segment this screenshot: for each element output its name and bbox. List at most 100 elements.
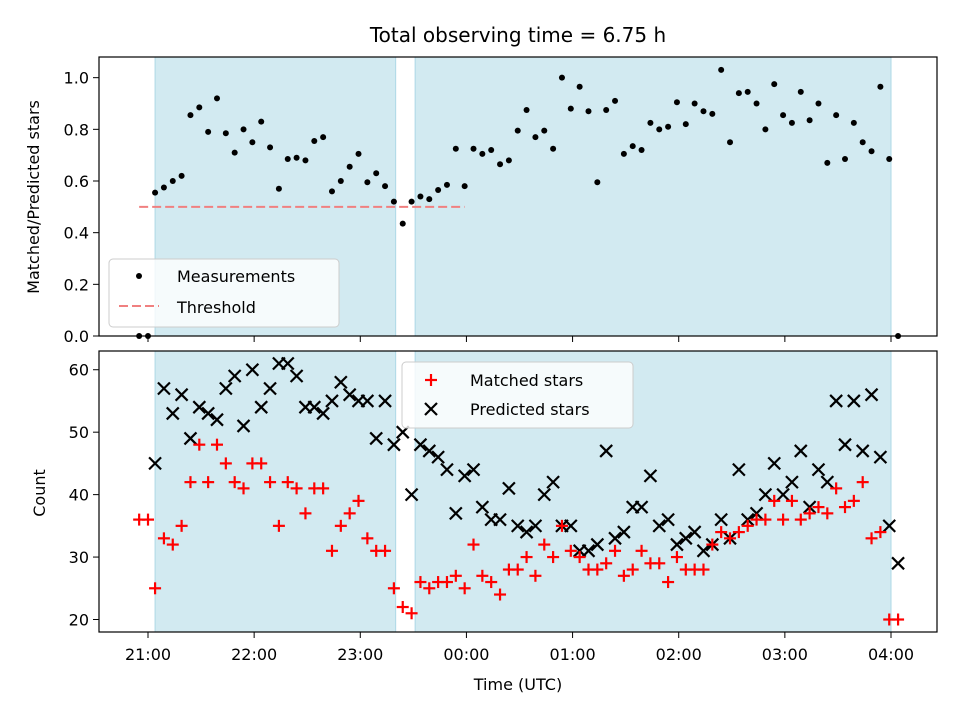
predicted-star-stroke bbox=[307, 400, 322, 414]
measurement-point bbox=[479, 150, 486, 157]
measurement-point bbox=[364, 179, 371, 186]
predicted-star-stroke bbox=[785, 475, 799, 489]
predicted-star-point bbox=[847, 394, 861, 408]
bottom-y-axis-label: Count bbox=[30, 469, 49, 517]
predicted-star-point bbox=[661, 512, 675, 527]
matched-star-point bbox=[237, 482, 250, 495]
matched-star-point bbox=[202, 476, 215, 489]
matched-star-point bbox=[264, 476, 277, 489]
predicted-star-stroke bbox=[201, 406, 215, 421]
measurement-point bbox=[718, 66, 725, 73]
predicted-star-point bbox=[219, 381, 233, 396]
predicted-star-point bbox=[387, 437, 401, 452]
matched-star-point bbox=[352, 494, 365, 507]
matched-star-point bbox=[210, 438, 223, 451]
measurement-point bbox=[550, 145, 557, 152]
predicted-star-point bbox=[165, 406, 180, 421]
matched-star-point bbox=[228, 476, 241, 489]
measurement-point bbox=[647, 119, 654, 126]
measurement-point bbox=[435, 187, 442, 194]
predicted-star-point bbox=[440, 462, 454, 477]
matched-star-points bbox=[133, 438, 905, 626]
measurement-point bbox=[656, 126, 663, 133]
predicted-star-point bbox=[201, 406, 215, 421]
matched-star-point bbox=[281, 476, 294, 489]
measurement-point bbox=[594, 179, 601, 186]
measurement-point bbox=[152, 189, 159, 196]
predicted-star-stroke bbox=[165, 406, 180, 421]
matched-legend-label: Matched stars bbox=[470, 371, 583, 390]
measurement-point bbox=[788, 119, 795, 126]
matched-star-point bbox=[405, 607, 418, 620]
predicted-star-stroke bbox=[174, 387, 189, 402]
top-shaded-intervals bbox=[154, 56, 892, 337]
predicted-star-point bbox=[236, 419, 251, 433]
predicted-star-stroke bbox=[599, 444, 613, 458]
matched-legend-marker bbox=[425, 374, 437, 386]
predicted-star-point bbox=[820, 475, 835, 489]
predicted-star-point bbox=[360, 394, 375, 408]
matched-star-point bbox=[564, 544, 577, 557]
matched-star-point bbox=[317, 482, 330, 495]
matched-star-point bbox=[325, 544, 338, 557]
predicted-star-stroke bbox=[519, 525, 534, 539]
predicted-star-point bbox=[758, 487, 773, 502]
predicted-star-stroke bbox=[608, 531, 622, 546]
matched-star-point bbox=[219, 457, 232, 470]
matched-star-point bbox=[547, 551, 560, 564]
y-tick-label: 30 bbox=[69, 548, 89, 567]
measurement-point bbox=[497, 161, 504, 168]
predicted-star-stroke bbox=[245, 362, 260, 377]
matched-star-point bbox=[255, 457, 268, 470]
predicted-star-stroke bbox=[829, 394, 843, 408]
measurement-point bbox=[638, 147, 645, 153]
measurement-point bbox=[205, 128, 212, 135]
measurement-point bbox=[240, 126, 247, 133]
predicted-star-point bbox=[316, 406, 330, 421]
predicted-star-stroke bbox=[855, 444, 870, 458]
matched-star-point bbox=[440, 576, 453, 589]
predicted-star-stroke bbox=[732, 462, 746, 477]
measurement-point bbox=[311, 137, 318, 144]
matched-star-point bbox=[166, 538, 179, 551]
measurement-point bbox=[505, 157, 512, 164]
matched-star-point bbox=[458, 582, 471, 595]
measurement-point bbox=[753, 100, 760, 107]
predicted-star-point bbox=[174, 387, 189, 402]
predicted-star-point bbox=[696, 544, 711, 558]
matched-star-point bbox=[555, 519, 568, 532]
measurement-point bbox=[673, 99, 680, 106]
top-legend: Measurements Threshold bbox=[108, 258, 340, 328]
matched-star-point bbox=[741, 519, 754, 532]
predicted-star-point bbox=[210, 412, 224, 427]
top-x-ticks bbox=[147, 336, 892, 342]
predicted-star-stroke bbox=[740, 512, 755, 527]
x-tick-label: 03:00 bbox=[762, 645, 808, 664]
measurement-point bbox=[488, 147, 495, 153]
y-tick-label: 0.6 bbox=[64, 172, 89, 191]
predicted-star-point bbox=[413, 437, 428, 452]
measurement-point bbox=[585, 108, 592, 115]
top-y-ticks: 0.0 0.2 0.4 0.6 0.8 1.0 bbox=[64, 69, 99, 346]
measurement-point bbox=[780, 112, 787, 119]
matched-star-point bbox=[892, 613, 905, 626]
measurement-point bbox=[169, 178, 176, 184]
matched-star-point bbox=[573, 551, 586, 564]
measurement-point bbox=[620, 150, 627, 157]
y-tick-label: 0.4 bbox=[64, 224, 89, 243]
measurement-point bbox=[382, 183, 389, 190]
predicted-star-point bbox=[519, 525, 534, 539]
top-legend-box bbox=[108, 258, 340, 328]
predicted-star-stroke bbox=[776, 487, 790, 502]
matched-star-point bbox=[414, 576, 427, 589]
predicted-star-point bbox=[643, 469, 658, 483]
predicted-star-stroke bbox=[219, 381, 233, 396]
y-tick-label: 40 bbox=[69, 486, 89, 505]
matched-star-point bbox=[476, 569, 489, 582]
predicted-star-stroke bbox=[431, 450, 445, 464]
matched-star-point bbox=[529, 569, 542, 582]
matched-star-point bbox=[812, 501, 825, 514]
predicted-star-stroke bbox=[661, 512, 675, 527]
measurement-point bbox=[302, 157, 309, 164]
matched-star-point bbox=[847, 494, 860, 507]
